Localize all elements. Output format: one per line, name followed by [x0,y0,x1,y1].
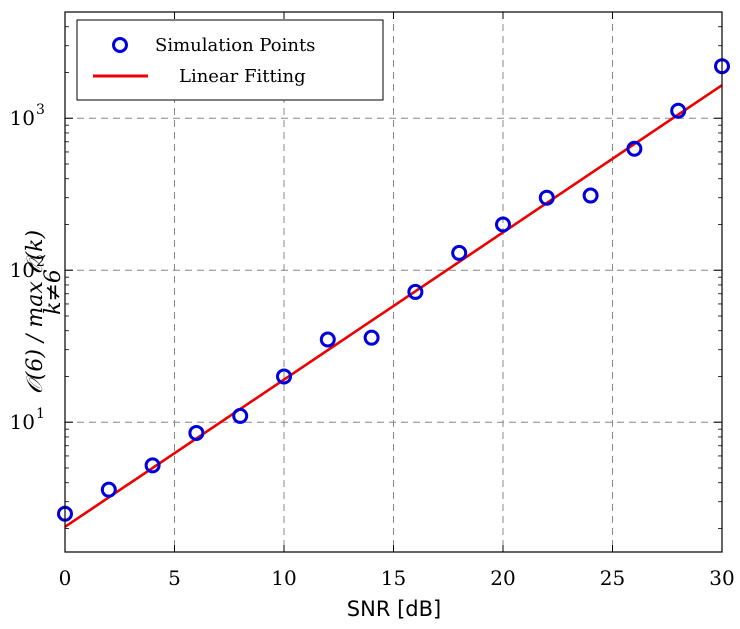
y-axis-label-text: 𝒪(6) / max 𝒪(k) [23,230,48,394]
y-axis-label-subscript: k≠6 [41,269,66,315]
legend-marker-simulation-points [112,37,128,53]
data-point [451,244,468,261]
y-tick-label: 10 3 [10,102,45,130]
y-tick-label: 10 2 [10,254,45,282]
x-tick-label: 5 [168,566,181,590]
y-tick-label-exponent: 3 [36,102,45,118]
y-tick-label-base: 10 [10,258,35,282]
data-point [276,368,292,385]
y-tick-label-exponent: 1 [36,406,45,422]
y-tick-label: 10 1 [10,406,45,434]
legend-label-simulation-points: Simulation Points [155,35,315,56]
data-point [582,187,599,204]
x-tick-label: 25 [600,566,625,590]
data-point [407,283,424,300]
data-point [144,457,161,474]
y-tick-label-base: 10 [10,106,35,130]
legend: Simulation Points Linear Fitting [76,19,384,101]
x-tick-label: 10 [271,566,296,590]
y-tick-label-base: 10 [10,410,35,434]
data-point [670,102,687,119]
data-point [188,424,205,441]
x-tick-label: 15 [381,566,406,590]
x-tick-label: 20 [490,566,515,590]
data-point [100,481,117,498]
data-point [538,189,555,206]
legend-box [76,19,384,101]
y-axis-label: 𝒪(6) / max 𝒪(k) k≠6 [23,230,66,394]
minor-ticks [65,11,722,529]
x-tick-label: 30 [709,566,734,590]
fit-line [64,84,723,528]
x-axis-label: SNR [dB] [347,597,441,621]
x-tick-label: 0 [59,566,72,590]
data-point [495,216,511,233]
plot-frame [64,11,723,553]
fit-layer [64,84,723,528]
data-point [319,331,336,348]
grid [64,12,723,552]
data-point [363,329,380,346]
y-tick-label-exponent: 2 [36,254,45,270]
x-tick-labels: 0 5 10 15 20 25 30 [59,566,735,590]
data-point [232,407,249,424]
data-point [626,140,643,157]
legend-label-linear-fitting: Linear Fitting [179,66,306,87]
points-layer [57,58,730,522]
